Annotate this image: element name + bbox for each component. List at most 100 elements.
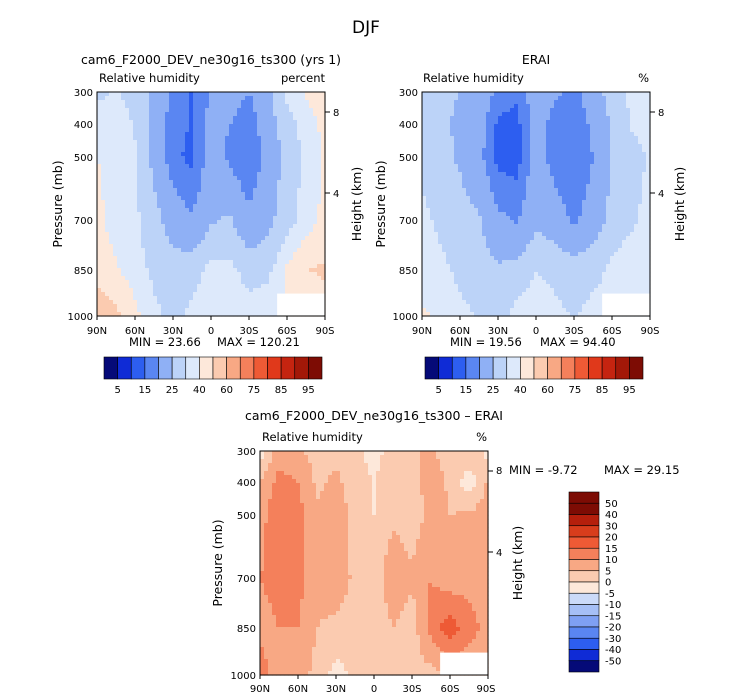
field-cell <box>586 160 591 165</box>
field-cell <box>165 272 170 277</box>
field-cell <box>129 100 134 105</box>
field-cell <box>189 212 194 217</box>
field-cell <box>293 92 298 97</box>
field-cell <box>550 132 555 137</box>
x-tick-label: 90S <box>315 326 334 337</box>
field-cell <box>117 172 122 177</box>
field-cell <box>454 112 459 117</box>
field-cell <box>145 188 150 193</box>
field-cell <box>494 184 499 189</box>
field-cell <box>137 108 142 113</box>
field-cell <box>193 100 198 105</box>
field-cell <box>442 196 447 201</box>
field-cell <box>173 220 178 225</box>
field-cell <box>542 200 547 205</box>
field-cell <box>646 192 651 197</box>
field-cell <box>482 120 487 125</box>
field-cell <box>233 216 238 221</box>
field-cell <box>221 260 226 265</box>
field-cell <box>450 172 455 177</box>
field-cell <box>125 280 130 285</box>
field-cell <box>129 268 134 273</box>
field-cell <box>546 200 551 205</box>
field-cell <box>285 252 290 257</box>
field-cell <box>97 224 102 229</box>
field-cell <box>137 216 142 221</box>
field-cell <box>285 100 290 105</box>
field-cell <box>534 192 539 197</box>
field-cell <box>273 100 278 105</box>
field-cell <box>177 288 182 293</box>
field-cell <box>233 220 238 225</box>
field-cell <box>269 188 274 193</box>
field-cell <box>554 108 559 113</box>
field-cell <box>229 280 234 285</box>
field-cell <box>205 104 210 109</box>
field-cell <box>117 96 122 101</box>
field-cell <box>137 280 142 285</box>
field-cell <box>422 164 427 169</box>
field-cell <box>602 164 607 169</box>
field-cell <box>209 248 214 253</box>
field-cell <box>241 136 246 141</box>
field-cell <box>482 160 487 165</box>
field-cell <box>606 204 611 209</box>
field-cell <box>97 292 102 297</box>
field-cell <box>269 100 274 105</box>
field-cell <box>550 136 555 141</box>
field-cell <box>213 200 218 205</box>
field-cell <box>257 192 262 197</box>
field-cell <box>249 164 254 169</box>
field-cell <box>141 292 146 297</box>
field-cell <box>161 116 166 121</box>
colorbar-label: 5 <box>114 385 120 396</box>
field-cell <box>261 208 266 213</box>
field-cell <box>101 104 106 109</box>
field-cell <box>245 124 250 129</box>
field-cell <box>153 216 158 221</box>
field-cell <box>562 188 567 193</box>
field-cell <box>273 312 278 317</box>
field-cell <box>530 204 535 209</box>
field-cell <box>169 284 174 289</box>
field-cell <box>133 284 138 289</box>
field-cell <box>261 300 266 305</box>
field-cell <box>169 276 174 281</box>
field-cell <box>205 100 210 105</box>
field-cell <box>217 292 222 297</box>
field-cell <box>161 152 166 157</box>
field-cell <box>253 288 258 293</box>
field-cell <box>165 228 170 233</box>
field-cell <box>530 112 535 117</box>
field-cell <box>233 108 238 113</box>
field-cell <box>510 144 515 149</box>
field-cell <box>181 116 186 121</box>
field-cell <box>197 200 202 205</box>
field-cell <box>101 252 106 257</box>
field-cell <box>478 104 483 109</box>
field-cell <box>562 184 567 189</box>
field-cell <box>141 164 146 169</box>
field-cell <box>490 132 495 137</box>
field-cell <box>446 136 451 141</box>
field-cell <box>117 240 122 245</box>
field-cell <box>137 252 142 257</box>
field-cell <box>281 224 286 229</box>
field-cell <box>550 116 555 121</box>
field-cell <box>462 116 467 121</box>
field-cell <box>610 196 615 201</box>
field-cell <box>522 180 527 185</box>
field-cell <box>205 276 210 281</box>
field-cell <box>129 184 134 189</box>
field-cell <box>634 116 639 121</box>
field-cell <box>494 104 499 109</box>
field-cell <box>490 180 495 185</box>
field-cell <box>237 256 242 261</box>
field-cell <box>113 248 118 253</box>
field-cell <box>105 176 110 181</box>
field-cell <box>578 132 583 137</box>
field-cell <box>229 260 234 265</box>
field-cell <box>646 180 651 185</box>
field-cell <box>442 96 447 101</box>
field-cell <box>309 92 314 97</box>
